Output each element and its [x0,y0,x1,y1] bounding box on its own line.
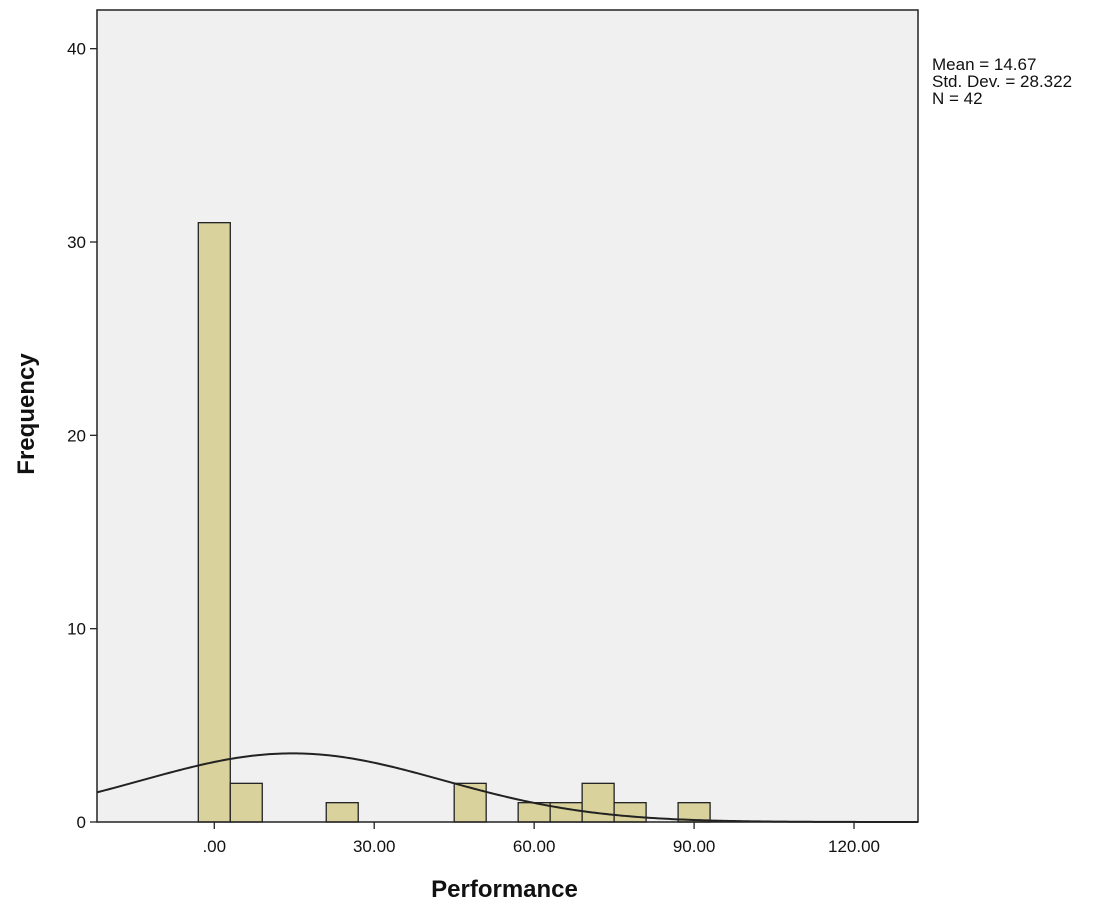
histogram-bar [197,222,231,823]
y-tick-label: 10 [67,620,86,639]
y-axis-title: Frequency [13,353,40,475]
x-tick-label: .00 [202,837,226,856]
x-axis: .00 30.00 60.00 90.00 120.00 [202,822,880,856]
x-axis-title: Performance [431,876,578,903]
histogram-bar [613,802,647,823]
plot-frame [96,9,919,823]
histogram-bar [581,782,615,823]
x-tick-label: 60.00 [513,837,556,856]
y-tick-label: 30 [67,233,86,252]
histogram-bar [453,782,487,823]
statistics-line: N = 42 [932,89,983,108]
bars-layer [197,222,711,823]
y-tick-label: 0 [77,813,86,832]
histogram-bar [549,802,583,823]
histogram-bar [325,802,359,823]
y-tick-label: 40 [67,40,86,59]
statistics-line: Mean = 14.67 [932,55,1036,74]
x-tick-label: 30.00 [353,837,396,856]
statistics-line: Std. Dev. = 28.322 [932,72,1072,91]
histogram-bar [229,782,263,823]
plot-area [97,10,918,822]
y-axis: 0 10 20 30 40 [67,40,97,832]
x-tick-label: 90.00 [673,837,716,856]
x-tick-label: 120.00 [828,837,880,856]
y-tick-label: 20 [67,426,86,445]
